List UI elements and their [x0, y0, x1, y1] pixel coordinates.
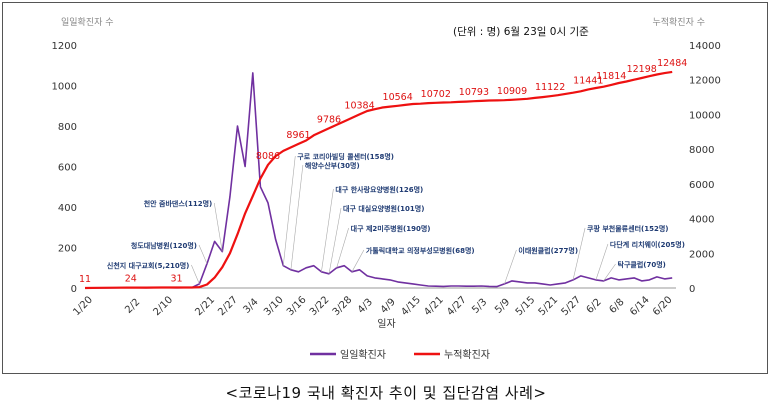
annotation-label: 대구 대실요양병원(101명): [343, 204, 424, 213]
x-tick-label: 2/10: [151, 294, 175, 318]
y-right-tick-label: 2000: [689, 249, 714, 260]
annotation-label: 대구 한사랑요양병원(126명): [335, 185, 423, 194]
annotation-leader-line: [336, 227, 349, 268]
series-line-daily: [84, 72, 673, 289]
cumulative-value-label: 10909: [497, 86, 527, 97]
annotation-label: 천안 줌바댄스(112명): [144, 199, 213, 208]
chart-caption: <코로나19 국내 확진자 추이 및 집단감염 사례>: [225, 384, 547, 402]
x-tick-label: 6/20: [651, 294, 675, 318]
y-right-tick-label: 10000: [689, 110, 721, 121]
x-tick-label: 6/8: [607, 297, 626, 316]
annotation-leader-line: [504, 249, 517, 285]
annotation-label: 가톨릭대학교 의정부성모병원(68명): [366, 246, 475, 255]
annotation-leader-line: [198, 244, 208, 264]
y-right-tick-label: 8000: [689, 145, 714, 156]
annotation-leader-line: [290, 164, 304, 270]
y-left-tick-label: 600: [58, 163, 77, 174]
annotation-leader-line: [328, 207, 342, 274]
annotation-label: 다단계 리치웨이(205명): [610, 240, 685, 249]
annotation-leader-line: [603, 263, 616, 282]
cumulative-value-label: 8961: [286, 130, 310, 141]
x-tick-label: 3/10: [262, 294, 286, 318]
cumulative-value-label: 10384: [344, 100, 374, 111]
annotation-leader-line: [282, 155, 296, 266]
annotation-label: 신천지 대구교회(5,210명): [107, 261, 190, 270]
annotation-leader-line: [321, 188, 334, 272]
legend-daily-label: 일일확진자: [340, 349, 386, 361]
y-left-tick-label: 200: [58, 244, 77, 255]
annotation-leader-line: [351, 249, 365, 272]
annotation-label: 이태원클럽(277명): [518, 246, 578, 255]
x-tick-label: 4/3: [356, 297, 375, 316]
annotation-label: 청도대남병원(120명): [131, 241, 197, 250]
cumulative-value-label: 11441: [573, 75, 603, 86]
cumulative-value-label: 8086: [256, 151, 280, 162]
annotation-leader-line: [191, 264, 200, 285]
cumulative-value-label: 10702: [421, 89, 451, 100]
annotation-leader-line: [595, 243, 609, 280]
x-tick-label: 2/21: [193, 294, 217, 318]
x-tick-label: 6/14: [628, 294, 652, 318]
cumulative-value-label: 12484: [657, 58, 687, 69]
y-left-tick-label: 1000: [52, 82, 77, 93]
x-tick-label: 5/3: [470, 297, 489, 316]
x-tick-label: 5/27: [559, 294, 583, 318]
x-tick-label: 4/9: [379, 297, 398, 316]
annotation-leader-line: [213, 202, 223, 252]
cumulative-value-label: 31: [170, 274, 182, 285]
y-left-tick-label: 400: [58, 203, 77, 214]
x-tick-label: 3/28: [331, 294, 355, 318]
y-left-tick-label: 800: [58, 122, 77, 133]
cumulative-value-label: 9786: [317, 114, 341, 125]
x-tick-label: 5/9: [493, 297, 512, 316]
x-tick-label: 1/20: [71, 294, 95, 318]
x-axis-title: 일자: [377, 318, 395, 330]
x-tick-label: 4/27: [445, 294, 469, 318]
unit-note: (단위 : 명) 6월 23일 0시 기준: [453, 25, 589, 38]
y-right-tick-label: 4000: [689, 215, 714, 226]
cumulative-value-label: 10564: [383, 92, 413, 103]
annotation-label: 탁구클럽(70명): [618, 260, 666, 269]
x-tick-label: 3/16: [285, 294, 309, 318]
cumulative-value-label: 11: [79, 274, 91, 285]
x-tick-label: 5/15: [514, 294, 538, 318]
legend-cumulative-label: 누적확진자: [444, 349, 490, 361]
y-right-tick-label: 12000: [689, 76, 721, 87]
y-right-tick-label: 6000: [689, 180, 714, 191]
x-tick-label: 4/21: [422, 294, 446, 318]
right-axis-title: 누적확진자 수: [652, 16, 705, 28]
cumulative-value-label: 24: [125, 274, 137, 285]
x-tick-label: 5/21: [537, 294, 561, 318]
x-tick-label: 2/2: [123, 297, 142, 316]
annotation-leader-line: [572, 227, 586, 280]
x-tick-label: 3/22: [308, 294, 332, 318]
covid-chart: 일일확진자 수 누적확진자 수 (단위 : 명) 6월 23일 0시 기준 0 200 4…: [52, 16, 721, 361]
chart-frame: 일일확진자 수 누적확진자 수 (단위 : 명) 6월 23일 0시 기준 0 200 4…: [2, 2, 768, 374]
annotation-label: 해양수산부(30명): [305, 161, 360, 170]
annotation-label: 대구 제2미주병원(190명): [351, 224, 431, 233]
left-axis-title: 일일확진자 수: [61, 16, 114, 28]
x-tick-label: 2/27: [216, 294, 240, 318]
y-left-tick-label: 1200: [52, 41, 77, 52]
cumulative-value-label: 11814: [596, 71, 626, 82]
y-right-tick-label: 0: [689, 284, 695, 295]
cumulative-value-label: 12198: [627, 64, 657, 75]
x-tick-label: 4/15: [399, 294, 423, 318]
x-tick-label: 3/4: [241, 297, 260, 316]
y-left-tick-label: 0: [71, 284, 77, 295]
annotation-label: 구로 코리아빌딩 콜센터(158명): [297, 152, 394, 161]
cumulative-value-label: 11122: [535, 82, 565, 93]
x-tick-label: 6/2: [585, 297, 604, 316]
annotation-label: 쿠팡 부천물류센터(152명): [587, 224, 668, 233]
series-line-cumulative: [84, 70, 673, 290]
y-right-tick-label: 14000: [689, 41, 721, 52]
cumulative-value-label: 10793: [459, 87, 489, 98]
